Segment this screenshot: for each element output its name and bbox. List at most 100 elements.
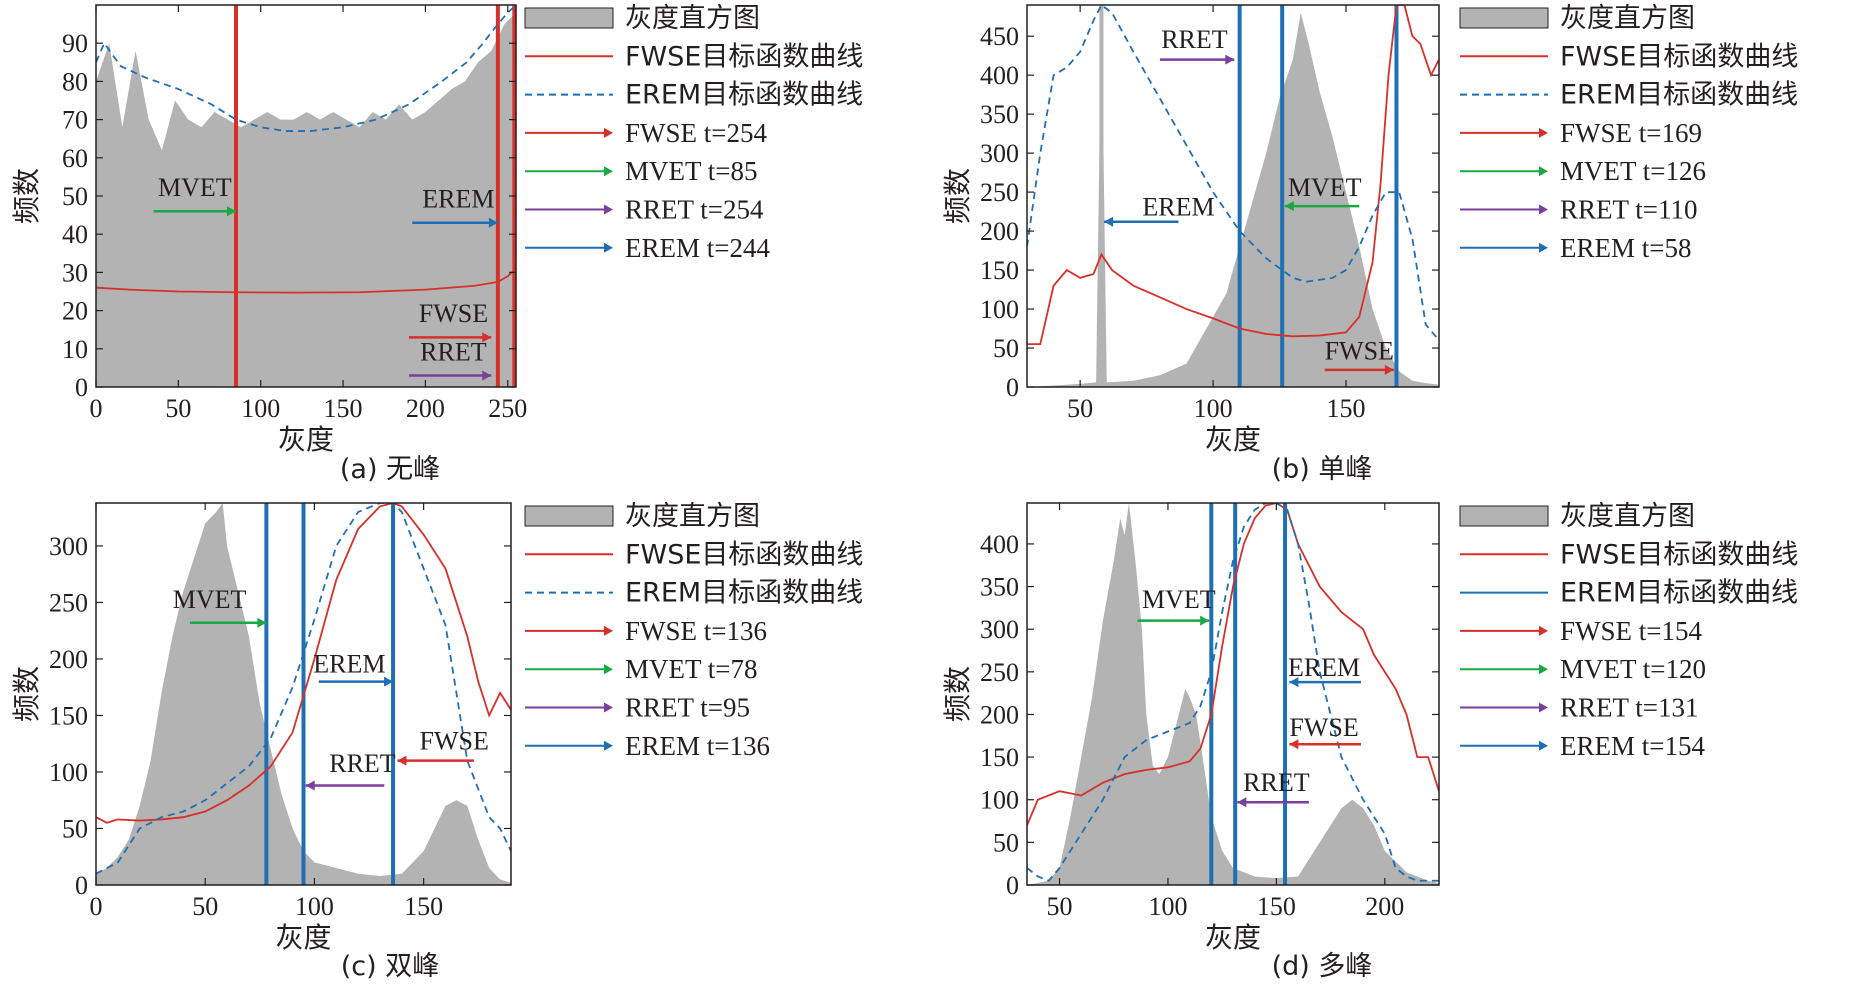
annotation-label: FWSE [1289,713,1358,742]
legend-label: RRET t=95 [625,693,750,723]
legend-label: EREM t=58 [1560,233,1691,263]
y-tick-label: 350 [980,100,1019,129]
annotation-label: EREM [313,650,385,679]
legend-item-6: RRET t=131 [1460,693,1699,723]
annotation-label: RRET [329,749,396,778]
y-tick-label: 90 [62,29,88,58]
legend: 灰度直方图 FWSE目标函数曲线 EREM目标函数曲线 FWSE t=154 MVET … [1459,501,1798,761]
legend-arrowhead [604,204,613,215]
legend-arrowhead [1539,664,1548,675]
x-tick-label: 150 [1326,394,1365,423]
annotation-label: MVET [173,585,247,614]
legend-item-2: FWSE目标函数曲线 [525,539,863,570]
legend-item-4: FWSE t=254 [525,118,767,148]
legend-item-5: MVET t=120 [1460,654,1706,684]
y-tick-label: 0 [1006,871,1019,900]
annotation-arrowhead [1284,201,1294,212]
y-tick-label: 200 [980,700,1019,729]
annotation-erem: EREM [313,650,394,687]
x-axis-label: 灰度 [1205,423,1261,456]
legend-label: 灰度直方图 [625,501,760,532]
y-tick-label: 50 [62,814,88,843]
y-tick-label: 350 [980,573,1019,602]
y-tick-label: 450 [980,22,1019,51]
legend-arrowhead [1539,127,1548,138]
annotation-label: RRET [420,337,487,366]
legend-arrowhead [1539,166,1548,177]
legend-label: EREM目标函数曲线 [1560,578,1798,609]
x-tick-label: 0 [90,394,103,423]
x-tick-label: 100 [1194,394,1233,423]
annotation-label: FWSE [1325,337,1394,366]
annotation-arrowhead [1237,797,1247,808]
annotation-arrowhead [1104,216,1114,227]
y-tick-label: 0 [1006,373,1019,402]
fwse-curve [1027,503,1439,826]
legend-arrowhead [604,242,613,253]
legend-label: EREM目标函数曲线 [625,80,863,111]
erem-curve [1027,503,1439,882]
annotation-mvet: MVET [1284,173,1362,212]
legend: 灰度直方图 FWSE目标函数曲线 EREM目标函数曲线 FWSE t=169 MVET … [1459,3,1798,263]
annotation-label: EREM [1142,192,1214,221]
legend-label: FWSE t=154 [1560,616,1702,646]
x-tick-label: 50 [192,892,218,921]
y-axis-label: 频数 [941,666,974,722]
chart-panel-2: RRET EREM MVET FWSE 50 100 150 0 50 100 150 200 250 3… [941,3,1798,485]
x-tick-label: 100 [1148,892,1187,921]
legend-arrowhead [604,664,613,675]
plot-frame [1026,502,1440,886]
annotation-fwse: FWSE [1325,337,1394,375]
annotation-erem: EREM [1288,653,1361,688]
legend-item-3: EREM目标函数曲线 [1460,578,1798,609]
y-tick-label: 300 [49,532,88,561]
x-tick-label: 150 [404,892,443,921]
x-axis-label: 灰度 [275,921,331,954]
y-tick-label: 400 [980,530,1019,559]
x-tick-label: 50 [1047,892,1073,921]
y-tick-label: 100 [980,786,1019,815]
annotation-fwse: FWSE [397,726,489,766]
histogram-bars [1027,5,1439,387]
annotation-rret: RRET [1159,25,1235,65]
x-tick-label: 50 [1067,394,1093,423]
annotation-arrowhead [1225,54,1235,65]
annotation-label: FWSE [419,299,488,328]
annotation-label: MVET [1142,585,1216,614]
legend-arrowhead [1539,740,1548,751]
legend-label: MVET t=120 [1560,654,1706,684]
y-tick-label: 250 [49,588,88,617]
x-tick-label: 50 [165,394,191,423]
legend-item-3: EREM目标函数曲线 [1460,80,1798,111]
y-tick-label: 0 [75,871,88,900]
y-tick-label: 100 [49,758,88,787]
annotation-arrowhead [257,617,267,628]
x-tick-label: 150 [1257,892,1296,921]
fwse-curve [1027,5,1439,346]
annotation-label: MVET [158,173,232,202]
x-tick-label: 150 [324,394,363,423]
legend-label: 灰度直方图 [625,3,760,34]
x-tick-label: 100 [295,892,334,921]
legend-arrowhead [604,625,613,636]
legend-label: RRET t=110 [1560,195,1698,225]
erem-curve [1027,5,1439,341]
legend-item-6: RRET t=110 [1460,195,1698,225]
legend-item-7: EREM t=154 [1460,731,1705,761]
annotation-erem: EREM [412,184,498,228]
annotation-arrowhead [482,332,492,343]
y-tick-label: 300 [980,139,1019,168]
plot-area [1027,503,1439,885]
legend-arrowhead [604,740,613,751]
y-tick-label: 150 [980,743,1019,772]
y-tick-label: 20 [62,297,88,326]
annotation-arrowhead [305,780,315,791]
y-tick-label: 10 [62,335,88,364]
legend-item-6: RRET t=95 [525,693,750,723]
fwse-curve [96,267,516,294]
annotation-rret: RRET [408,337,492,381]
legend-label: MVET t=78 [625,654,757,684]
legend-item-5: MVET t=126 [1460,156,1706,186]
legend-arrowhead [1539,625,1548,636]
chart-panel-1: MVET EREM FWSE RRET 0 50 100 150 200 250 0 10 20 30 40… [10,3,863,485]
